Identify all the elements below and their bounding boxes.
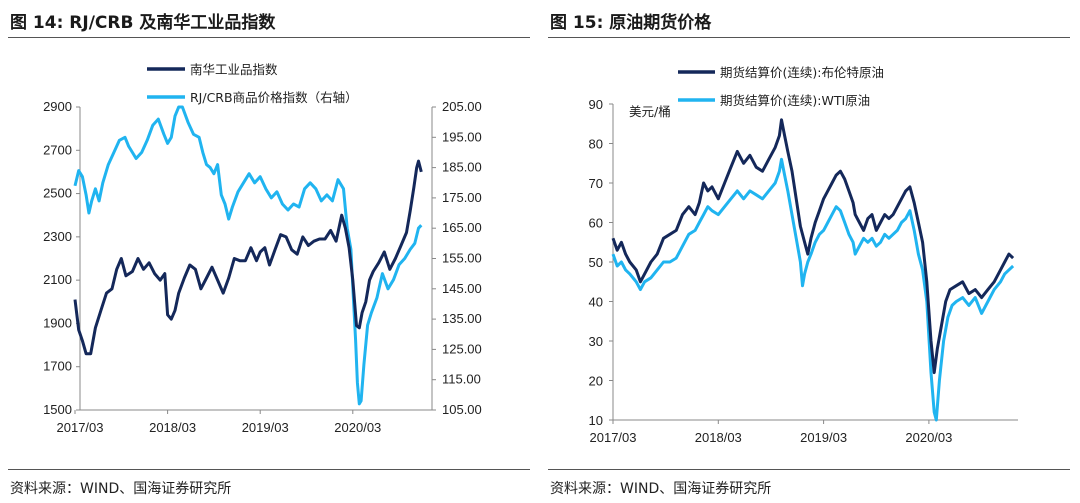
x-tick-label: 2018/03 xyxy=(695,430,742,445)
series-line-rjcrb xyxy=(73,105,423,406)
figure-14-source: 资料来源：WIND、国海证券研究所 xyxy=(10,481,232,497)
x-tick-label: 2017/03 xyxy=(57,420,104,435)
figure-14-chart: 南华工业品指数 RJ/CRB商品价格指数（右轴） 1500 1700 1900 210… xyxy=(43,62,482,435)
y-right-tick-label: 155.00 xyxy=(442,251,482,266)
y-tick-label: 80 xyxy=(589,137,603,152)
figure-14-title: 图 14: RJ/CRB 及南华工业品指数 xyxy=(10,13,276,33)
figure-15-chart: 期货结算价(连续):布伦特原油 期货结算价(连续):WTI原油 美元/桶 10 2… xyxy=(589,65,1018,445)
figure-14-top-rule xyxy=(8,37,530,38)
figure-14-bottom-rule xyxy=(8,469,530,470)
y-right-tick-label: 105.00 xyxy=(442,402,482,417)
legend-label-wti: 期货结算价(连续):WTI原油 xyxy=(720,93,870,108)
y-right-tick-label: 185.00 xyxy=(442,160,482,175)
y-left-tick-label: 2500 xyxy=(43,186,72,201)
y-tick-label: 30 xyxy=(589,334,603,349)
y-left-tick-label: 2300 xyxy=(43,229,72,244)
y-tick-label: 60 xyxy=(589,216,603,231)
x-tick-label: 2020/03 xyxy=(334,420,381,435)
y-left-tick-label: 2100 xyxy=(43,272,72,287)
figure-15-top-rule xyxy=(548,37,1070,38)
figure-15-title: 图 15: 原油期货价格 xyxy=(550,13,712,33)
legend-label-brent: 期货结算价(连续):布伦特原油 xyxy=(720,65,884,80)
y-right-tick-label: 115.00 xyxy=(442,372,481,387)
legend-label-nanhua: 南华工业品指数 xyxy=(190,62,278,77)
y-left-tick-label: 1700 xyxy=(43,359,72,374)
series-line-wti xyxy=(611,157,1015,422)
x-tick-label: 2020/03 xyxy=(905,430,952,445)
y-tick-label: 40 xyxy=(589,295,603,310)
y-left-tick-label: 2900 xyxy=(43,99,72,114)
x-tick-label: 2017/03 xyxy=(590,430,637,445)
figure-14-panel: 图 14: RJ/CRB 及南华工业品指数 南华工业品指数 RJ/CRB商品价格… xyxy=(8,13,530,497)
y-left-tick-label: 1500 xyxy=(43,402,72,417)
figure-15-panel: 图 15: 原油期货价格 期货结算价(连续):布伦特原油 期货结算价(连续):W… xyxy=(540,0,1080,503)
y-unit-label: 美元/桶 xyxy=(629,104,671,119)
y-right-tick-label: 125.00 xyxy=(442,341,482,356)
figure-15-legend: 期货结算价(连续):布伦特原油 期货结算价(连续):WTI原油 xyxy=(678,65,884,108)
y-right-tick-label: 165.00 xyxy=(442,220,482,235)
y-right-tick-label: 135.00 xyxy=(442,311,482,326)
y-left-tick-label: 2700 xyxy=(43,142,72,157)
x-tick-label: 2019/03 xyxy=(800,430,847,445)
figure-15-source: 资料来源：WIND、国海证券研究所 xyxy=(550,481,772,497)
y-tick-label: 50 xyxy=(589,255,603,270)
y-left-tick-label: 1900 xyxy=(43,315,72,330)
figure-15-bottom-rule xyxy=(548,469,1070,470)
series-line-nanhua xyxy=(73,159,423,356)
y-right-tick-label: 175.00 xyxy=(442,190,482,205)
y-right-tick-label: 145.00 xyxy=(442,281,482,296)
x-tick-label: 2019/03 xyxy=(242,420,289,435)
y-tick-label: 90 xyxy=(589,97,603,112)
y-tick-label: 70 xyxy=(589,176,603,191)
x-tick-label: 2018/03 xyxy=(149,420,196,435)
y-tick-label: 20 xyxy=(589,374,603,389)
y-right-tick-label: 205.00 xyxy=(442,99,482,114)
series-line-brent xyxy=(611,118,1015,375)
y-right-tick-label: 195.00 xyxy=(442,129,482,144)
y-tick-label: 10 xyxy=(589,413,603,428)
legend-label-rjcrb: RJ/CRB商品价格指数（右轴） xyxy=(190,90,358,105)
figure-14-legend: 南华工业品指数 RJ/CRB商品价格指数（右轴） xyxy=(147,62,358,105)
